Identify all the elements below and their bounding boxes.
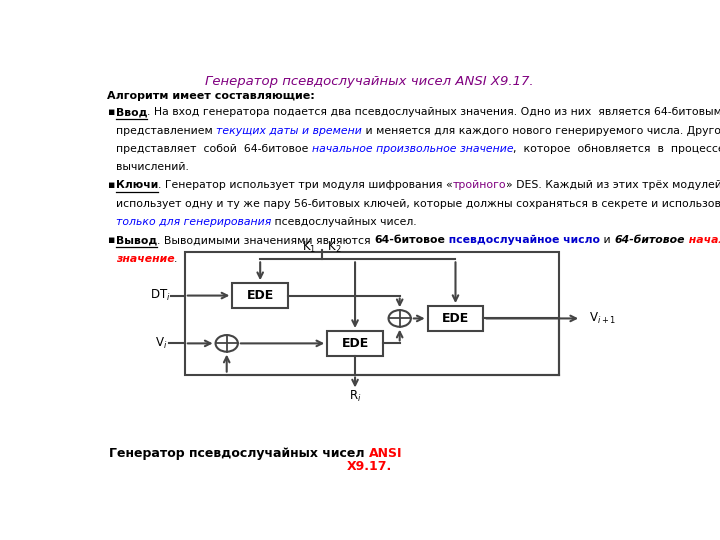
Text: значение: значение [116, 254, 174, 264]
Bar [233, 283, 288, 308]
Text: X9.17.: X9.17. [346, 461, 392, 474]
Text: начальное произвольное значение: начальное произвольное значение [312, 144, 513, 154]
Text: тройного: тройного [453, 180, 506, 191]
Text: K$_1$: K$_1$ [302, 240, 316, 255]
Bar [185, 252, 559, 375]
Text: V$_i$: V$_i$ [155, 336, 168, 351]
Bar [327, 331, 383, 356]
Text: K$_2$: K$_2$ [324, 240, 343, 255]
Text: .: . [174, 254, 178, 264]
Text: EDE: EDE [442, 312, 469, 325]
Text: 64-битовое: 64-битовое [374, 235, 445, 245]
Text: использует одну и ту же пару 56-битовых ключей, которые должны сохраняться в сек: использует одну и ту же пару 56-битовых … [116, 199, 720, 208]
Text: . Выводимыми значениями являются: . Выводимыми значениями являются [157, 235, 374, 245]
Text: ▪: ▪ [107, 180, 114, 191]
Text: Ключи: Ключи [116, 180, 158, 191]
Text: Генератор псевдослучайных чисел: Генератор псевдослучайных чисел [109, 447, 369, 460]
Text: EDE: EDE [246, 289, 274, 302]
Text: Вывод: Вывод [116, 235, 157, 245]
Text: ▪: ▪ [107, 235, 114, 245]
Text: псевдослучайное число: псевдослучайное число [445, 235, 600, 245]
Text: ▪: ▪ [107, 107, 114, 117]
Text: Генератор псевдослучайных чисел ANSI X9.17.: Генератор псевдослучайных чисел ANSI X9.… [204, 75, 534, 88]
Text: ANSI: ANSI [369, 447, 402, 460]
Text: Алгоритм имеет составляющие:: Алгоритм имеет составляющие: [107, 91, 315, 100]
Text: . На вход генератора подается два псевдослучайных значения. Одно из них  являетс: . На вход генератора подается два псевдо… [147, 107, 720, 117]
Text: представлением: представлением [116, 125, 216, 136]
Text: представляет  собой  64-битовое: представляет собой 64-битовое [116, 144, 312, 154]
Text: начальное: начальное [685, 235, 720, 245]
Text: и: и [600, 235, 614, 245]
Text: вычислений.: вычислений. [116, 162, 189, 172]
Text: . Генератор использует три модуля шифрования «: . Генератор использует три модуля шифров… [158, 180, 453, 191]
Text: » DES. Каждый из этих трёх модулей: » DES. Каждый из этих трёх модулей [506, 180, 720, 191]
Text: DT$_i$: DT$_i$ [150, 288, 171, 303]
Text: ,  которое  обновляется  в  процессе: , которое обновляется в процессе [513, 144, 720, 154]
Text: только для генерирования: только для генерирования [116, 217, 271, 227]
Text: псевдослучайных чисел.: псевдослучайных чисел. [271, 217, 417, 227]
Text: и меняется для каждого нового генерируемого числа. Другое: и меняется для каждого нового генерируем… [361, 125, 720, 136]
Text: 64-битовое: 64-битовое [614, 235, 685, 245]
Text: Ввод: Ввод [116, 107, 147, 117]
Circle shape [389, 310, 411, 327]
Text: V$_{i+1}$: V$_{i+1}$ [590, 311, 616, 326]
Circle shape [215, 335, 238, 352]
Text: EDE: EDE [341, 337, 369, 350]
Bar [428, 306, 483, 331]
Text: текущих даты и времени: текущих даты и времени [216, 125, 361, 136]
Text: R$_i$: R$_i$ [348, 389, 361, 404]
